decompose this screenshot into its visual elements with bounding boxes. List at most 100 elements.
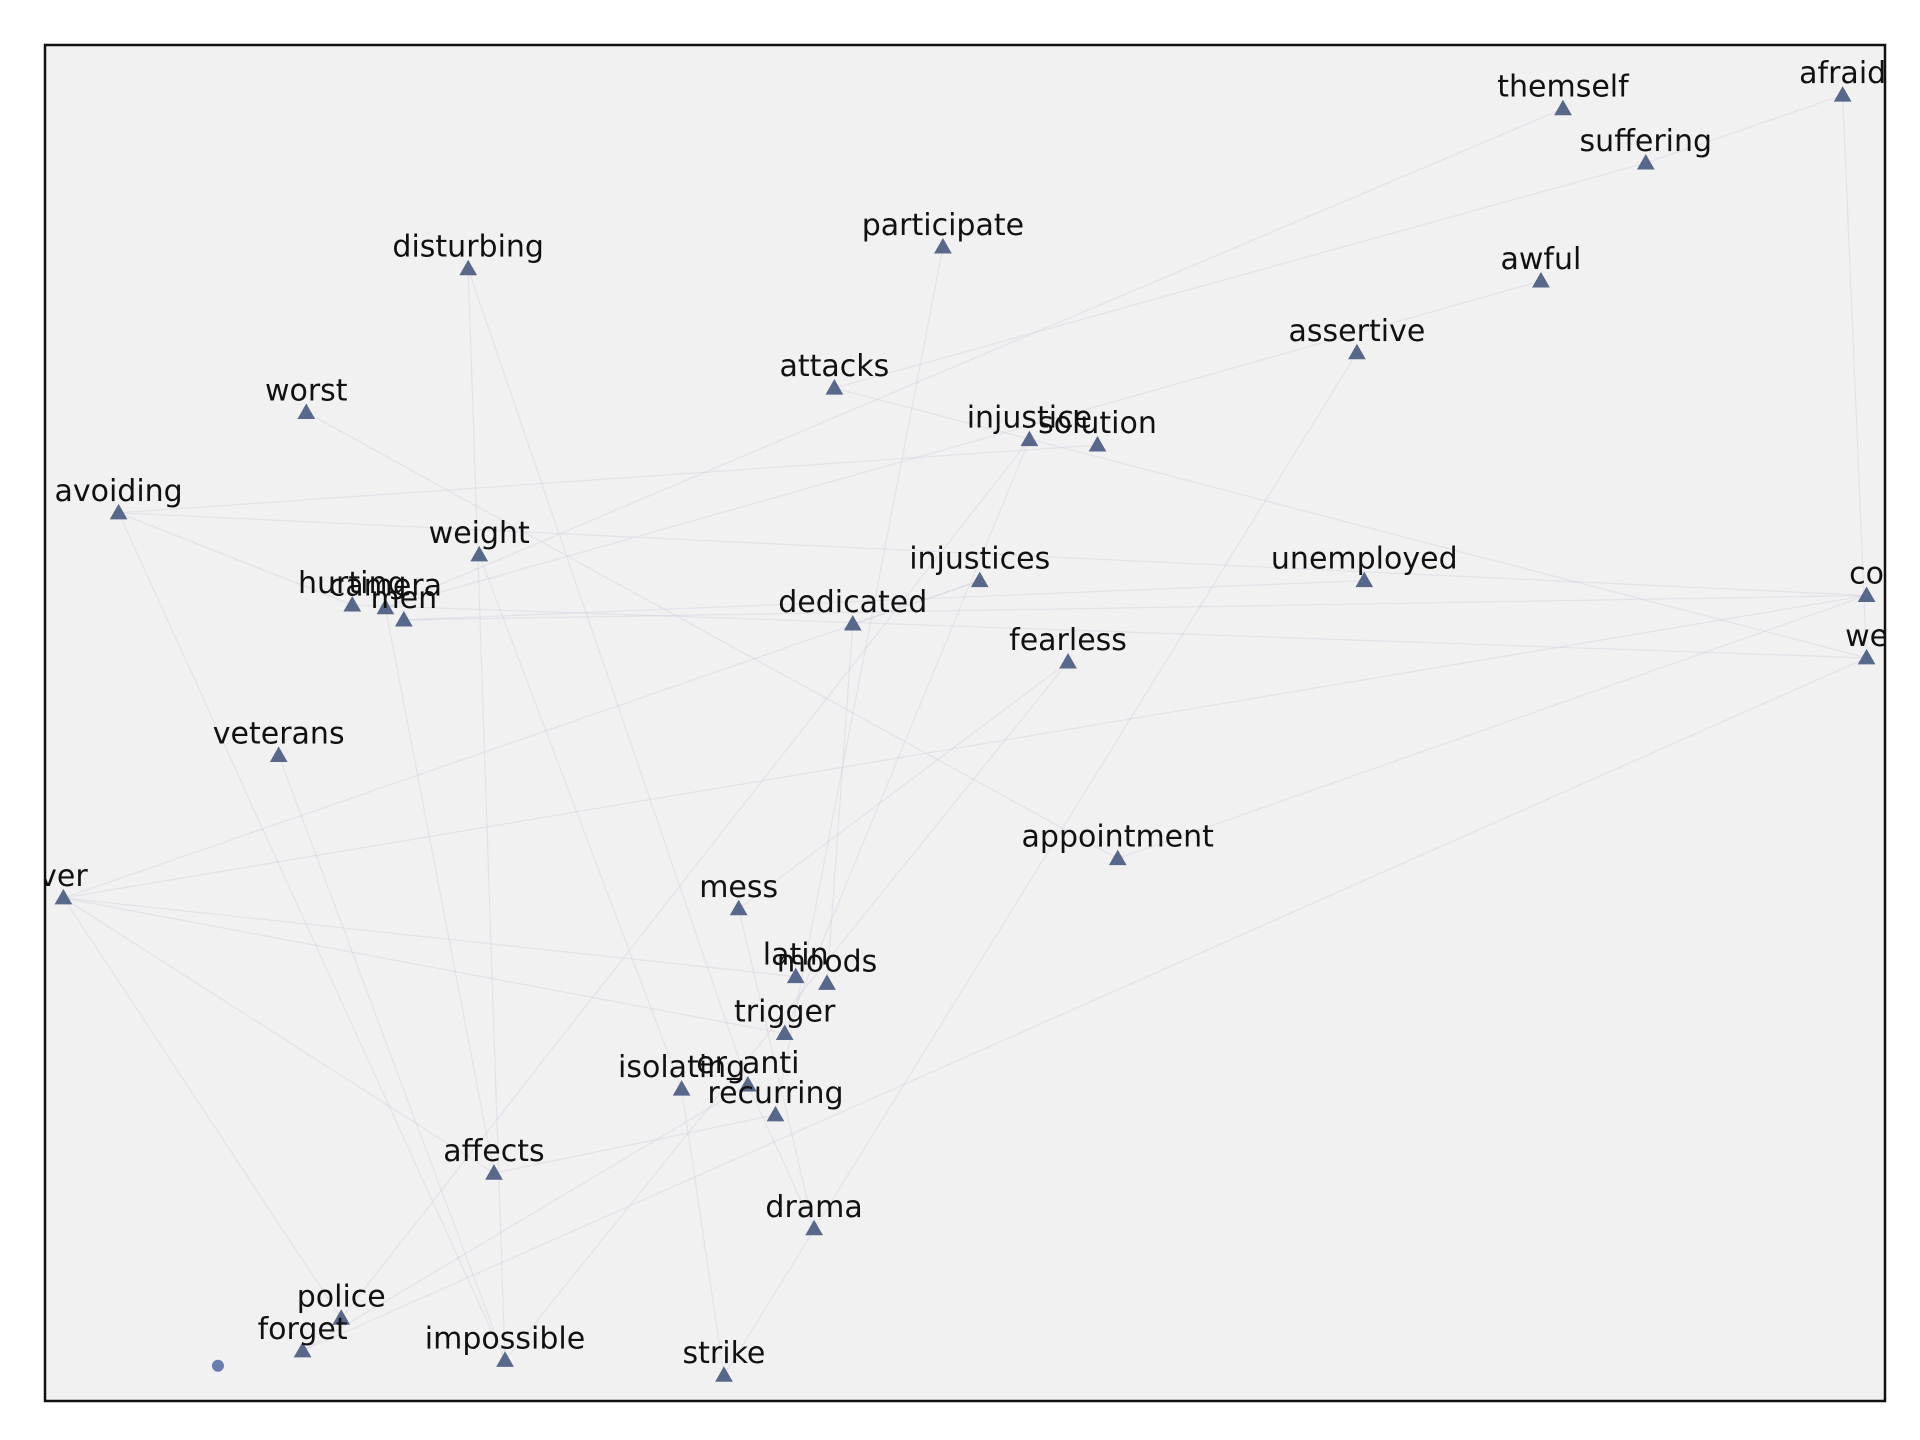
point-marker	[1554, 99, 1572, 116]
edge-line	[467, 268, 749, 1086]
point-marker	[1532, 271, 1550, 288]
point-label: latin	[763, 938, 829, 973]
point-label: ver	[39, 859, 88, 894]
point-label: camera	[329, 569, 442, 604]
point-label: veterans	[213, 717, 345, 752]
edge-line	[738, 908, 815, 1229]
point-marker	[775, 1024, 794, 1041]
point-marker	[54, 888, 73, 905]
point-label: avoiding	[54, 474, 182, 509]
edge-line	[680, 1089, 725, 1376]
edge-line	[478, 554, 683, 1090]
edge-line	[826, 623, 854, 984]
point-label: recurring	[707, 1076, 843, 1111]
edge-line	[504, 661, 1069, 1361]
edge-line	[302, 657, 1867, 1352]
edge-line	[352, 604, 1867, 659]
point-marker	[818, 974, 836, 990]
edge-line	[118, 512, 1867, 597]
edge-line	[305, 411, 1119, 860]
edge-line	[385, 108, 1564, 609]
edge-line	[302, 1084, 749, 1352]
point-label: strike	[683, 1336, 766, 1371]
point-label: participate	[862, 208, 1024, 243]
point-label: dedicated	[778, 585, 927, 620]
point-marker	[729, 899, 748, 916]
point-marker	[332, 1309, 351, 1325]
point-marker	[343, 596, 362, 612]
point-marker	[1857, 586, 1876, 603]
point-label: forget	[258, 1312, 348, 1347]
point-marker	[739, 1076, 757, 1092]
edge-line	[118, 512, 353, 606]
point-marker	[1348, 343, 1366, 360]
point-marker	[376, 598, 395, 615]
point-marker	[394, 610, 413, 627]
point-marker	[1020, 430, 1039, 447]
point-marker	[1636, 153, 1655, 170]
edge-line	[385, 280, 1542, 609]
point-label: weight	[429, 516, 530, 551]
edge-line	[747, 1084, 815, 1230]
point-label: police	[297, 1279, 386, 1314]
marker-layer	[54, 86, 1876, 1382]
edge-line	[63, 580, 980, 899]
point-label: er_anti	[696, 1046, 799, 1081]
point-label: injustice	[967, 401, 1092, 436]
edge-line	[852, 580, 980, 625]
point-marker	[1857, 648, 1876, 665]
point-label: men	[370, 581, 437, 616]
point-label: impossible	[425, 1321, 585, 1356]
point-marker	[766, 1105, 785, 1122]
edge-line	[278, 755, 506, 1361]
point-label: disturbing	[392, 230, 544, 265]
point-marker	[485, 1164, 503, 1180]
edge-line	[63, 897, 796, 978]
edge-line	[834, 162, 1646, 389]
point-marker	[843, 615, 862, 631]
point-marker	[297, 403, 316, 419]
edge-line	[63, 594, 1867, 899]
edge-line	[403, 579, 1365, 621]
plot-area	[45, 45, 1885, 1401]
edge-line	[340, 439, 1030, 1319]
edge-line	[834, 387, 1867, 659]
point-label: unemployed	[1271, 542, 1458, 577]
point-dot	[211, 1359, 224, 1372]
point-label: injustices	[909, 542, 1050, 577]
point-marker	[786, 967, 805, 984]
point-marker	[459, 259, 478, 276]
point-label: solution	[1038, 406, 1157, 441]
point-label: co	[1849, 557, 1884, 592]
point-marker	[825, 379, 844, 395]
point-marker	[470, 545, 489, 562]
point-label: we	[1845, 619, 1888, 654]
point-label: assertive	[1289, 314, 1426, 349]
point-label: isolating	[618, 1050, 745, 1085]
point-marker	[970, 571, 989, 588]
edge-line	[62, 897, 342, 1319]
edge-line	[1645, 94, 1843, 164]
point-label: attacks	[779, 349, 889, 384]
edge-line	[403, 594, 1867, 621]
point-marker	[934, 238, 952, 254]
edge-line	[63, 897, 785, 1035]
edge-line	[118, 444, 1098, 514]
point-marker	[1108, 849, 1127, 866]
point-marker	[496, 1351, 514, 1367]
point-label: moods	[777, 944, 878, 979]
point-label: mess	[699, 870, 778, 905]
point-label: afraid	[1799, 56, 1886, 91]
point-label: trigger	[734, 995, 836, 1030]
point-marker	[1833, 86, 1852, 102]
point-label: hurting	[298, 566, 407, 601]
point-marker	[269, 746, 288, 763]
edge-line	[63, 897, 495, 1174]
point-marker	[293, 1341, 312, 1358]
point-marker	[805, 1219, 823, 1236]
point-marker	[715, 1366, 733, 1382]
point-label: themself	[1497, 70, 1630, 105]
edge-line	[384, 607, 495, 1174]
plot-frame	[43, 43, 1887, 1403]
